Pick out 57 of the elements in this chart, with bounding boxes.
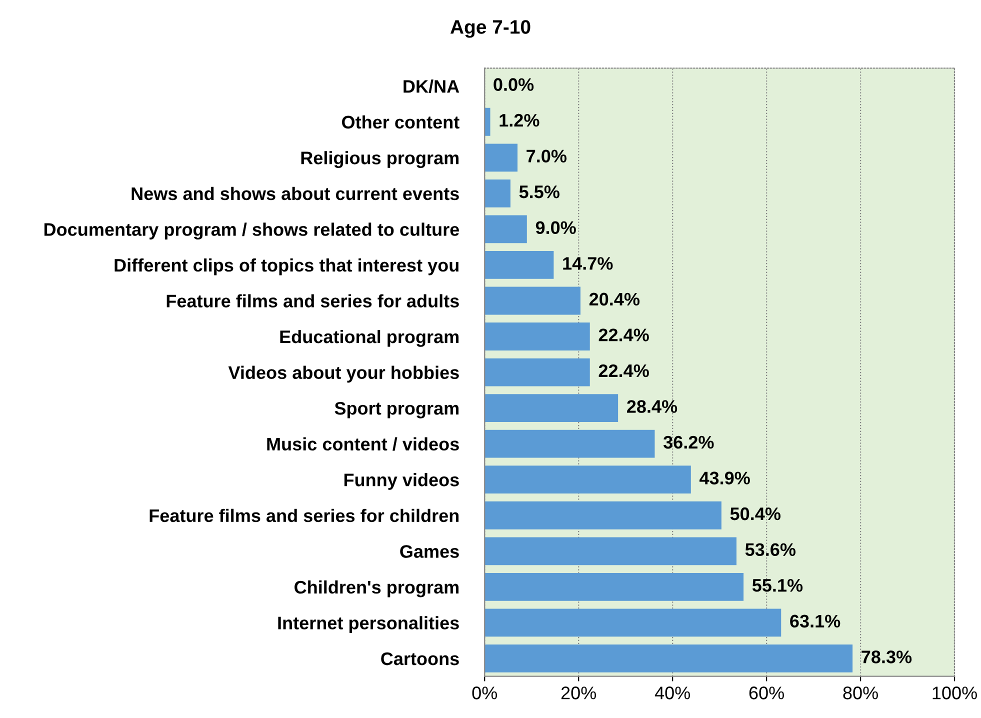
- data-label: 1.2%: [500, 114, 540, 127]
- y-tick-label: Funny videos: [344, 473, 459, 490]
- data-label: 50.4%: [730, 507, 780, 520]
- data-label: 0.0%: [494, 78, 534, 91]
- bar: [484, 251, 554, 279]
- bar: [484, 286, 580, 315]
- data-label: 22.4%: [598, 364, 649, 378]
- chart-title: Age 7-10: [450, 20, 530, 38]
- x-tick-label: 100%: [932, 686, 977, 700]
- y-tick-label: Educational program: [280, 330, 459, 347]
- data-label: 63.1%: [790, 614, 840, 628]
- data-label: 36.2%: [663, 436, 714, 449]
- y-tick-label: Feature films and series for children: [150, 508, 459, 522]
- x-tick-label: 60%: [749, 686, 784, 700]
- data-label: 5.5%: [519, 186, 560, 198]
- y-tick-label: Different clips of topics that interest you: [114, 258, 458, 276]
- data-label: 53.6%: [745, 543, 796, 556]
- x-tick-label: 80%: [843, 686, 878, 700]
- data-label: 14.7%: [563, 257, 613, 270]
- y-tick-label: Music content / videos: [267, 437, 459, 451]
- bar: [484, 644, 853, 672]
- y-tick-label: DK/NA: [404, 80, 460, 93]
- bar: [484, 394, 618, 422]
- x-tick-label: 20%: [561, 686, 596, 700]
- bar: [484, 179, 510, 208]
- bar: [484, 108, 490, 136]
- y-tick-label: News and shows about current events: [132, 186, 459, 200]
- bar: [484, 358, 590, 386]
- bar: [484, 572, 744, 601]
- data-label: 22.4%: [598, 328, 649, 342]
- data-label: 43.9%: [700, 472, 750, 484]
- x-tick-label: 40%: [654, 686, 690, 700]
- y-tick-label: Religious program: [301, 151, 458, 168]
- bar: [484, 215, 527, 244]
- y-tick-label: Cartoons: [381, 652, 459, 666]
- y-tick-label: Other content: [342, 115, 460, 129]
- data-label: 20.4%: [589, 292, 640, 306]
- data-label: 78.3%: [862, 650, 912, 664]
- bar: [484, 501, 722, 530]
- x-tick-label: 0%: [472, 686, 498, 700]
- y-tick-label: Games: [400, 545, 459, 558]
- data-label: 7.0%: [526, 150, 567, 162]
- bar: [484, 466, 691, 494]
- data-label: 28.4%: [627, 400, 678, 413]
- bar: [484, 322, 590, 350]
- data-label: 55.1%: [752, 579, 803, 592]
- y-tick-label: Internet personalities: [278, 616, 459, 633]
- bar: [484, 537, 736, 566]
- bar: [484, 430, 655, 458]
- y-tick-label: Documentary program / shows related to culture: [44, 222, 460, 240]
- y-tick-label: Sport program: [334, 402, 458, 418]
- data-label: 9.0%: [536, 221, 576, 234]
- bar: [484, 608, 782, 637]
- y-tick-label: Feature films and series for adults: [166, 294, 459, 308]
- bar: [484, 144, 518, 172]
- y-tick-label: Children's program: [294, 580, 458, 598]
- y-tick-label: Videos about your hobbies: [228, 366, 459, 383]
